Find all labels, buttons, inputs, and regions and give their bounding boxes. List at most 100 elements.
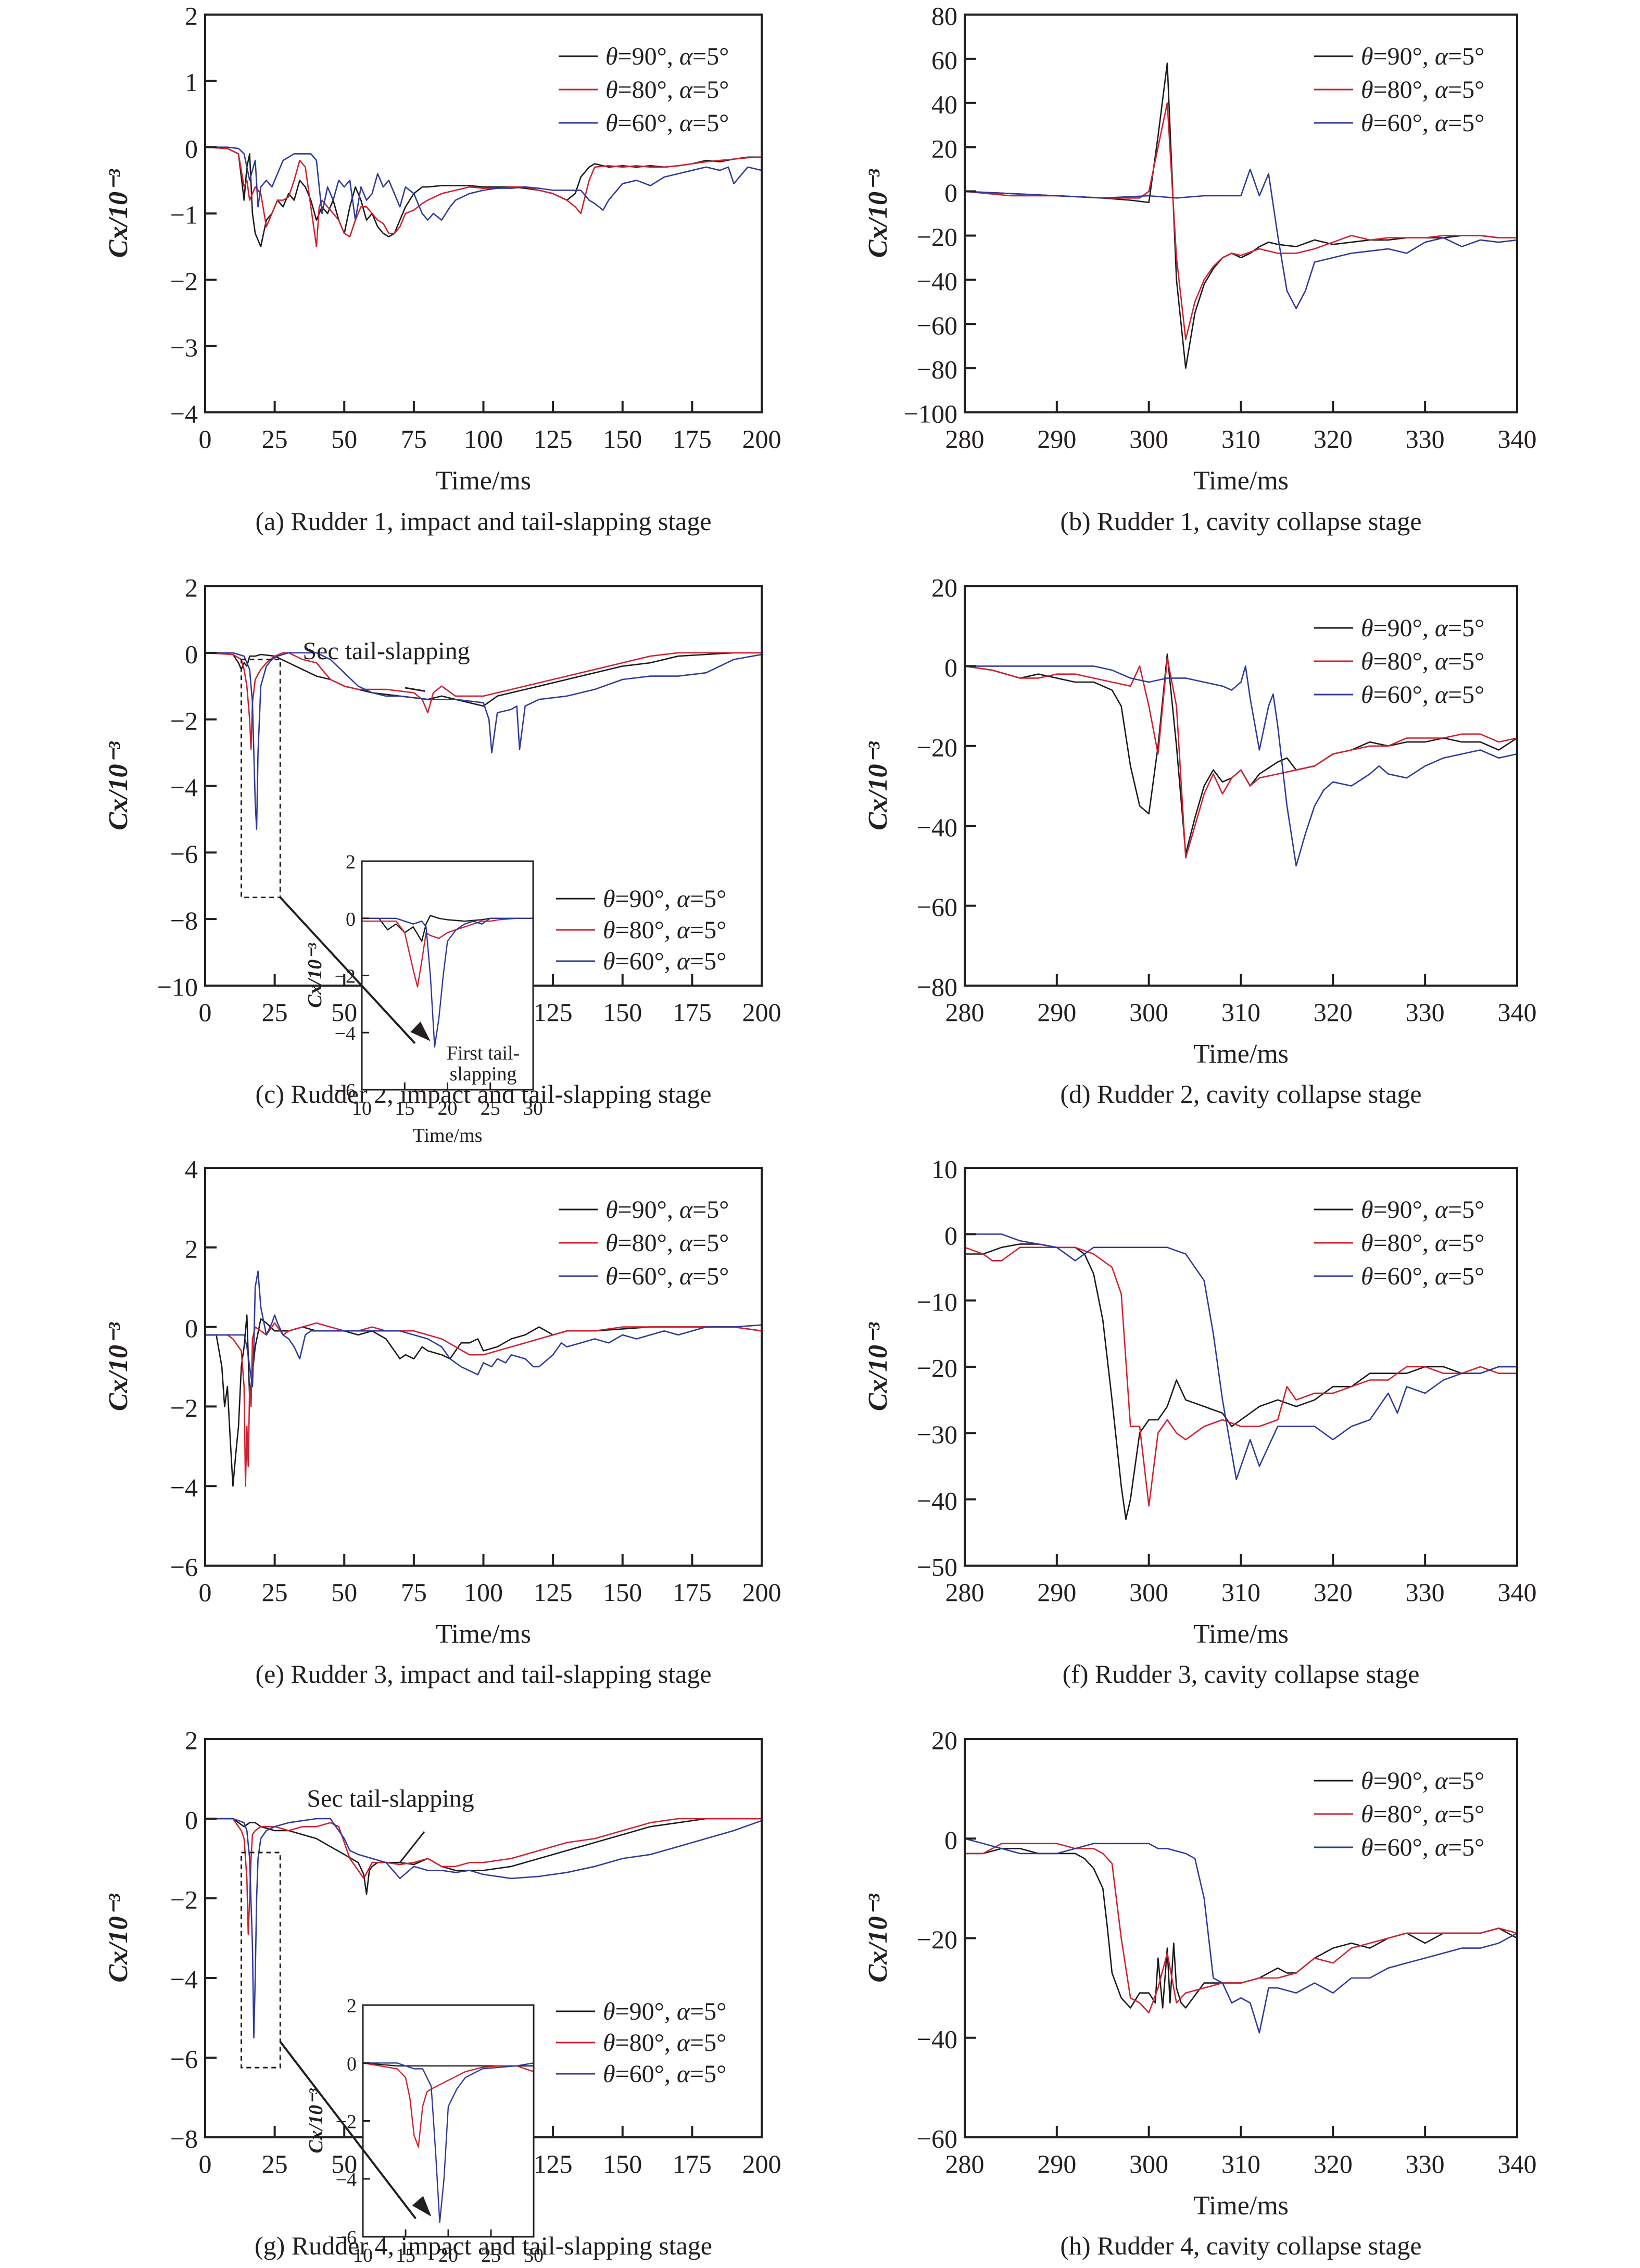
legend-theta-value: =80°,: [1373, 1229, 1435, 1257]
legend-alpha-symbol: α: [679, 1263, 693, 1290]
y-tick-label: 2: [185, 573, 198, 602]
legend-alpha-value: =5°: [690, 916, 726, 944]
legend-theta-value: =80°,: [615, 916, 677, 944]
y-axis-label: Cx/10⁻³: [104, 741, 133, 830]
y-tick-label: −80: [917, 355, 957, 384]
legend-theta-symbol: θ: [1361, 1196, 1373, 1224]
legend-theta-value: =90°,: [615, 1998, 677, 2025]
x-tick-label: 330: [1406, 2149, 1445, 2178]
legend-alpha-symbol: α: [1435, 1263, 1448, 1290]
legend-alpha-symbol: α: [1435, 614, 1448, 642]
y-tick-label: 2: [185, 2, 198, 31]
x-tick-label: 200: [742, 424, 781, 453]
x-tick-label: 125: [534, 998, 573, 1027]
y-tick-label: −2: [336, 2111, 357, 2133]
x-tick-label: 290: [1037, 2149, 1076, 2178]
y-axis-label: Cx/10⁻³: [104, 169, 133, 258]
chart-panel-c: 0255075100125150175200−10−8−6−4−202Time/…: [104, 573, 781, 1146]
legend-alpha-symbol: α: [677, 2060, 690, 2088]
x-tick-label: 330: [1406, 1578, 1445, 1607]
series-line-theta80: [965, 102, 1517, 341]
x-tick-label: 320: [1314, 2149, 1353, 2178]
y-tick-label: −8: [170, 2124, 198, 2153]
series-line-theta60: [965, 1838, 1517, 2034]
legend-item: θ=60°, α=5°: [556, 2060, 726, 2088]
first-tail-slapping-label-line1: First tail-: [447, 1042, 520, 1064]
y-tick-label: −20: [917, 222, 957, 251]
x-tick-label: 150: [603, 2149, 642, 2178]
plot-frame: [964, 14, 1518, 413]
legend-theta-symbol: θ: [605, 43, 618, 70]
legend-theta-value: =60°,: [1373, 1263, 1435, 1290]
series-line-theta60: [363, 2062, 534, 2223]
plot-frame: [204, 14, 763, 413]
legend-alpha-value: =5°: [690, 948, 726, 975]
x-tick-label: 25: [262, 2149, 288, 2178]
x-tick-label: 25: [262, 424, 288, 453]
arrow-shaft: [279, 897, 416, 1044]
y-tick-label: −50: [917, 1553, 957, 1582]
legend-alpha-symbol: α: [1435, 43, 1448, 70]
y-tick-label: −40: [917, 267, 957, 296]
legend-label: θ=60°, α=5°: [1361, 109, 1484, 137]
series-line-theta90: [205, 652, 762, 707]
panel-caption: (e) Rudder 3, impact and tail-slapping s…: [255, 1659, 711, 1689]
legend-theta-value: =60°,: [618, 1263, 679, 1290]
x-tick-label: 290: [1037, 1578, 1076, 1607]
x-tick-label: 340: [1498, 2149, 1537, 2178]
series-line-theta60: [205, 146, 762, 221]
y-axis-label: Cx/10⁻³: [104, 1322, 133, 1412]
legend-theta-symbol: θ: [603, 1998, 615, 2025]
legend-label: θ=80°, α=5°: [1361, 1229, 1484, 1257]
series-line-theta90: [205, 1818, 762, 1895]
legend-theta-value: =90°,: [615, 885, 677, 913]
legend-alpha-value: =5°: [692, 1229, 729, 1257]
x-tick-label: 0: [199, 2149, 212, 2178]
x-tick-label: 200: [742, 1578, 781, 1607]
y-tick-label: 0: [185, 1314, 198, 1343]
chart-panel-b: 280 290 300 310 320 330 340 −100 −80 −60 −40 −20 0 20…: [863, 2, 1537, 536]
y-tick-label: 20: [931, 573, 957, 602]
y-tick-label: −10: [157, 973, 198, 1002]
legend-theta-value: =90°,: [1373, 1767, 1435, 1795]
legend-alpha-value: =5°: [692, 109, 729, 137]
x-tick-label: 150: [603, 424, 642, 453]
y-axis-label: Cx/10⁻³: [863, 741, 893, 830]
y-tick-label: −20: [917, 1354, 957, 1383]
zoom-region-box: [240, 659, 281, 899]
x-axis-label: Time/ms: [436, 466, 531, 496]
x-tick-label: 300: [1129, 2149, 1168, 2178]
chart-panel-f: 280 290 300 310 320 330 340 −50 −40 −30 −20 −10 0 10 T…: [863, 1155, 1537, 1689]
legend-alpha-symbol: α: [1435, 109, 1448, 137]
chart-panel-g: 0255075100125150175200−8−6−4−202Time/msC…: [104, 1726, 781, 2266]
legend-theta-value: =90°,: [618, 1196, 679, 1224]
legend-theta-value: =60°,: [1373, 1834, 1435, 1861]
legend-theta-value: =90°,: [1373, 1196, 1435, 1224]
series-group: [965, 62, 1517, 369]
legend-label: θ=80°, α=5°: [603, 916, 726, 944]
legend-alpha-symbol: α: [1435, 1834, 1448, 1861]
panel-caption: (h) Rudder 4, cavity collapse stage: [1060, 2231, 1421, 2260]
y-tick-label: 0: [185, 134, 198, 163]
y-axis-label: Cx/10⁻³: [304, 943, 326, 1008]
legend-alpha-value: =5°: [690, 2029, 726, 2057]
legend-theta-value: =80°,: [1373, 1800, 1435, 1828]
legend-label: θ=90°, α=5°: [1361, 1196, 1484, 1224]
legend-item: θ=80°, α=5°: [1314, 648, 1484, 675]
legend-alpha-value: =5°: [690, 1998, 726, 2025]
legend-label: θ=80°, α=5°: [605, 76, 729, 104]
series-line-theta90: [965, 653, 1517, 855]
legend-theta-value: =90°,: [1373, 614, 1435, 642]
legend-label: θ=90°, α=5°: [603, 1998, 726, 2025]
series-group: [205, 652, 762, 830]
x-tick-label: 100: [464, 1578, 503, 1607]
series-group: [205, 1818, 762, 2039]
x-tick-label: 150: [603, 998, 642, 1027]
legend-label: θ=60°, α=5°: [1361, 1834, 1484, 1861]
legend-alpha-symbol: α: [1435, 681, 1448, 709]
y-tick-label: −60: [917, 2124, 957, 2153]
y-tick-label: −8: [170, 906, 198, 935]
legend-alpha-value: =5°: [692, 76, 729, 104]
legend-theta-symbol: θ: [605, 109, 618, 137]
